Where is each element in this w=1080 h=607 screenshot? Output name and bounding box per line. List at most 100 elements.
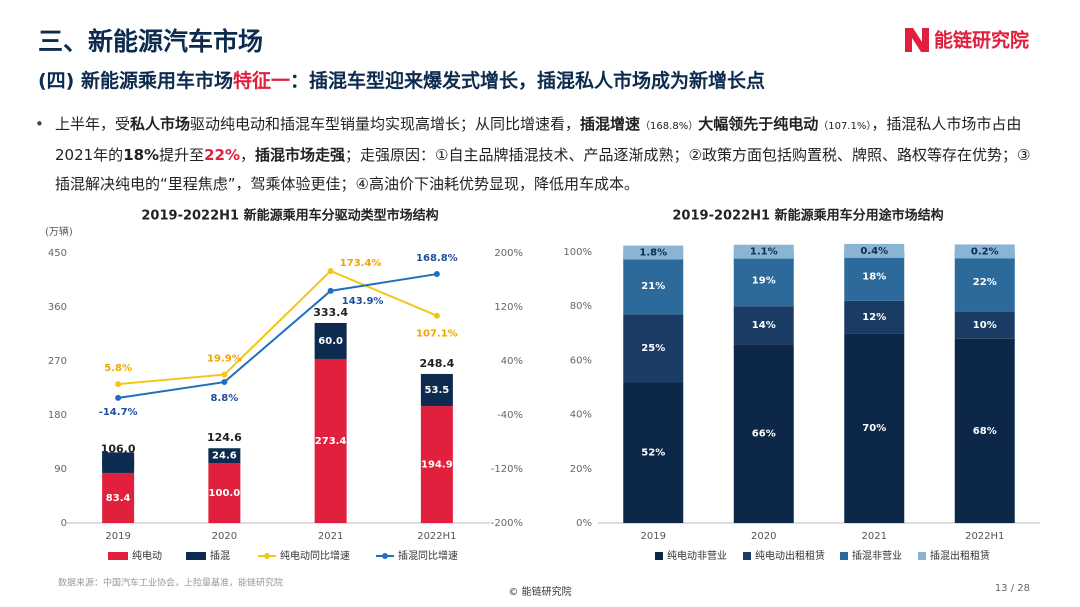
data-label: 22% — [973, 277, 997, 288]
bar — [733, 344, 794, 523]
legend-label: 插混非营业 — [852, 549, 902, 562]
bar — [420, 373, 453, 407]
y-tick-label: 40% — [501, 356, 523, 367]
y-tick-label: 20% — [570, 464, 592, 475]
legend-swatch — [918, 552, 926, 560]
legend-label: 纯电动出租租赁 — [755, 549, 825, 562]
text-run: ；走强原因：①自主品牌插混技术、产品逐渐成熟；②政策方面包括购置税、牌照、路权等… — [55, 146, 1031, 193]
line-point — [221, 379, 228, 386]
y-tick-label: 90 — [54, 464, 67, 475]
total-label: 333.4 — [313, 306, 348, 319]
bar — [844, 252, 905, 301]
data-label: 66% — [752, 429, 776, 440]
text-run: 大幅领先于纯电动 — [698, 115, 819, 133]
line-point — [433, 312, 440, 319]
page-number: 13 / 28 — [995, 583, 1030, 594]
legend-label: 纯电动非营业 — [667, 549, 727, 562]
data-label: 194.9 — [421, 460, 453, 471]
text-run: ：插混车型迎来爆发式增长，插混私人市场成为新增长点 — [290, 70, 766, 92]
text-run: 22% — [204, 146, 241, 164]
total-label: 248.4 — [419, 357, 454, 370]
text-run: 提升至 — [159, 146, 205, 164]
data-label: 53.5 — [425, 385, 450, 396]
data-label: 168.8% — [416, 253, 458, 264]
bar — [844, 300, 905, 334]
legend-swatch — [840, 552, 848, 560]
data-label: 143.9% — [342, 296, 384, 307]
y-tick-label: 0% — [576, 518, 592, 529]
text-run: 插混市场走强 — [255, 146, 346, 164]
line-point — [433, 271, 440, 278]
data-label: 12% — [862, 312, 886, 323]
label-box — [102, 452, 135, 467]
legend-dot — [264, 553, 270, 559]
data-label: 14% — [752, 320, 776, 331]
bar — [954, 252, 1015, 312]
legend-swatch — [186, 552, 206, 560]
bar — [420, 406, 453, 523]
data-label: 83.4 — [106, 493, 131, 504]
text-run: 特征一 — [232, 70, 290, 92]
y-tick-label: 450 — [48, 248, 67, 259]
bar — [844, 333, 905, 523]
label-box — [954, 244, 1015, 259]
data-label: 8.8% — [211, 393, 239, 404]
total-label: 106.0 — [101, 442, 136, 455]
text-run: 插混增速 — [580, 115, 641, 133]
label-box — [733, 244, 794, 259]
x-tick-label: 2022H1 — [965, 531, 1004, 542]
data-label: 10% — [973, 320, 997, 331]
data-label: 1.8% — [639, 248, 667, 259]
y-tick-label: 0 — [61, 518, 67, 529]
data-label: 60.0 — [318, 336, 343, 347]
line-point — [221, 371, 228, 378]
text-run: 私人市场 — [130, 115, 191, 133]
text-run: 驱动纯电动和插混车型销量均实现高增长；从同比增速看， — [190, 115, 581, 133]
line-point — [327, 287, 334, 294]
bar — [208, 448, 241, 463]
bullet: 上半年，受私人市场驱动纯电动和插混车型销量均实现高增长；从同比增速看，插混增速（… — [35, 110, 1045, 199]
bar — [623, 382, 684, 523]
bar — [954, 311, 1015, 339]
data-label: 5.8% — [104, 363, 132, 374]
x-tick-label: 2020 — [212, 531, 237, 542]
text-run: ，插混私人市场市占由2021年的 — [55, 115, 1022, 164]
legend-swatch — [743, 552, 751, 560]
y-tick-label: 40% — [570, 410, 592, 421]
data-label: 107.1% — [416, 329, 458, 340]
bar — [102, 472, 135, 523]
x-tick-label: 2019 — [105, 531, 130, 542]
text-run: ， — [240, 146, 256, 164]
x-tick-label: 2022H1 — [417, 531, 456, 542]
y-tick-label: -120% — [491, 464, 523, 475]
x-tick-label: 2021 — [318, 531, 343, 542]
data-label: 0.2% — [971, 246, 999, 257]
bar — [208, 463, 241, 523]
y-tick-label: 100% — [563, 247, 592, 258]
line-point — [327, 267, 334, 274]
data-label: 52% — [641, 448, 665, 459]
data-label: 273.4 — [315, 436, 347, 447]
x-tick-label: 2019 — [641, 531, 666, 542]
data-label: 18% — [862, 271, 886, 282]
legend-label: 纯电动 — [132, 549, 162, 562]
data-label: 70% — [862, 423, 886, 434]
label-box — [844, 243, 905, 258]
y-tick-label: -200% — [491, 518, 523, 529]
data-label: 22.6 — [106, 454, 131, 465]
bar — [314, 358, 347, 523]
total-label: 124.6 — [207, 431, 242, 444]
y-tick-label: -40% — [497, 410, 523, 421]
title: 三、新能源汽车市场 — [38, 27, 264, 56]
data-label: 19.9% — [207, 354, 242, 365]
data-label: 21% — [641, 281, 665, 292]
text-run: 18% — [123, 146, 160, 164]
bar — [733, 306, 794, 345]
x-tick-label: 2021 — [862, 531, 887, 542]
text-run: (四) 新能源乘用车市场 — [38, 70, 233, 92]
logo: 能链研究院 — [905, 28, 1029, 52]
copyright: © 能链研究院 — [508, 585, 571, 598]
data-label: 100.0 — [209, 488, 241, 499]
